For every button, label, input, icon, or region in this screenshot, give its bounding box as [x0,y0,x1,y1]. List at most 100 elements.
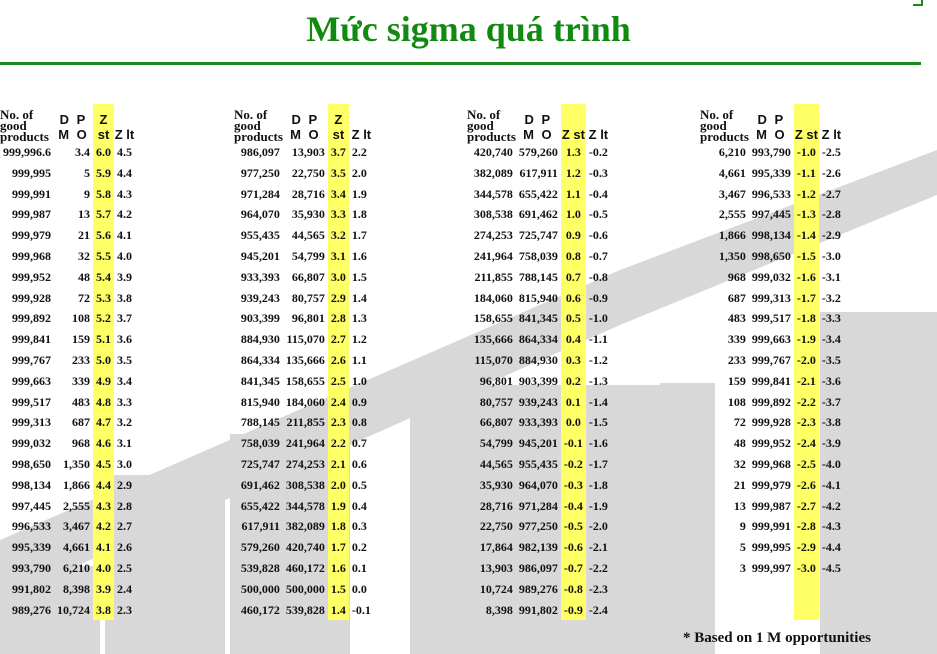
table-row: 939,243 80,757 2.9 1.4 [234,287,374,309]
cell-dpmo: 339 [72,373,90,388]
table-row: 72 999,928 -2.3 -3.8 [700,412,844,434]
cell-z-lt: -3.6 [821,373,841,388]
cell-z-lt: 2.2 [351,145,367,159]
cell-good-products: 788,145 [240,415,280,430]
cell-z-lt: 2.6 [117,540,132,555]
cell-dpmo: 13 [78,207,90,222]
cell-good-products: 48 [733,436,746,451]
cell-dpmo: 999,991 [751,519,791,534]
cell-z-lt: -2.4 [588,602,608,617]
cell-z-lt: 2.7 [117,519,132,534]
table-row: 420,740 579,260 1.3 -0.2 [467,142,611,163]
cell-good-products: 44,565 [479,456,513,471]
cell-z-lt: 3.7 [117,311,132,326]
cell-dpmo: 159 [72,332,90,347]
cell-z-lt: -2.1 [588,540,608,555]
header-good-line: good [700,118,727,133]
table-row: 999,968 32 5.5 4.0 [0,245,135,267]
cell-z-st: 4.0 [93,557,114,579]
table-row: 9 999,991 -2.8 -4.3 [700,516,844,538]
cell-z-lt: -0.8 [588,269,608,284]
cell-z-st: 0.7 [560,266,586,288]
cell-dpmo: 977,250 [518,519,558,534]
table-row: 758,039 241,964 2.2 0.7 [234,433,374,454]
cell-z-st: 5.6 [93,225,114,246]
cell-z-lt: -0.5 [588,207,608,222]
cell-z-st: 0.1 [560,391,586,413]
table-row: 32 999,968 -2.5 -4.0 [700,453,844,475]
cell-good-products: 135,666 [473,332,513,347]
cell-z-lt: 1.6 [351,248,367,263]
cell-good-products: 22,750 [479,519,513,534]
cell-good-products: 993,790 [12,560,51,575]
table-row: 233 999,767 -2.0 -3.5 [700,349,844,371]
cell-dpmo: 9 [84,186,90,201]
table-row: 308,538 691,462 1.0 -0.5 [467,204,611,226]
table-row: 3,467 996,533 -1.2 -2.7 [700,183,844,205]
table-row: 999,032 968 4.6 3.1 [0,433,135,454]
table-row: 159 999,841 -2.1 -3.6 [700,370,844,392]
cell-dpmo: 483 [72,394,90,409]
table-row: 655,422 344,578 1.9 0.4 [234,495,374,517]
cell-good-products: 184,060 [473,290,513,305]
cell-z-lt: -2.9 [821,228,841,243]
cell-good-products: 999,991 [12,186,51,201]
cell-good-products: 903,399 [240,311,280,326]
cell-z-lt: -2.7 [821,186,841,201]
cell-z-lt: 4.2 [117,207,132,222]
cell-z-lt [819,579,844,600]
cell-z-st: -0.5 [560,516,586,538]
cell-dpmo: 539,828 [285,602,325,617]
cell-good-products: 977,250 [240,165,280,180]
cell-z-st: 0.5 [560,308,586,330]
cell-z-lt: 0.8 [351,415,367,430]
table-row: 998,134 1,866 4.4 2.9 [0,474,135,496]
table-row: 8,398 991,802 -0.9 -2.4 [467,599,611,621]
header-good-line: good [0,118,27,133]
cell-z-st: 3.4 [327,183,349,205]
cell-z-lt: -3.5 [821,352,841,367]
cell-dpmo: 344,578 [285,498,325,513]
cell-good-products: 999,032 [12,436,51,451]
cell-dpmo: 999,767 [751,352,791,367]
table-row: 996,533 3,467 4.2 2.7 [0,516,135,538]
table-row: 6,210 993,790 -1.0 -2.5 [700,142,844,163]
cell-good-products: 999,892 [12,311,51,326]
cell-z-st: 0.6 [560,287,586,309]
cell-z-st: 4.4 [93,474,114,496]
table-row: 725,747 274,253 2.1 0.6 [234,453,374,475]
table-row: 999,995 5 5.9 4.4 [0,162,135,184]
cell-good-products: 999,952 [12,269,51,284]
cell-z-lt: 0.0 [351,581,367,596]
cell-good-products: 158,655 [473,311,513,326]
cell-z-lt: 0.6 [351,456,367,471]
cell-z-lt: -0.4 [588,186,608,201]
cell-dpmo: 933,393 [518,415,558,430]
cell-z-st: 4.5 [93,453,114,475]
cell-dpmo: 108 [72,311,90,326]
cell-z-st: -1.9 [793,329,819,350]
table-row: 241,964 758,039 0.8 -0.7 [467,245,611,267]
cell-z-st: 6.0 [93,142,114,163]
cell-z-st: 2.8 [327,308,349,330]
cell-z-st: 0.9 [560,225,586,246]
cell-z-st: 2.1 [327,453,349,475]
cell-dpmo: 35,930 [291,207,325,222]
cell-z-lt: 3.2 [117,415,132,430]
cell-good-products: 999,928 [12,290,51,305]
cell-z-st: 4.7 [93,412,114,434]
cell-dpmo: 991,802 [518,602,558,617]
cell-dpmo: 999,979 [751,477,791,492]
cell-good-products: 998,650 [12,456,51,471]
cell-dpmo: 999,892 [751,394,791,409]
table-row: 184,060 815,940 0.6 -0.9 [467,287,611,309]
cell-z-st: -1.0 [793,142,819,163]
table-row: 999,979 21 5.6 4.1 [0,225,135,246]
cell-dpmo: 3,467 [63,519,90,534]
cell-z-lt: -3.7 [821,394,841,409]
table-row: 500,000 500,000 1.5 0.0 [234,578,374,600]
cell-z-st: -0.8 [560,578,586,600]
